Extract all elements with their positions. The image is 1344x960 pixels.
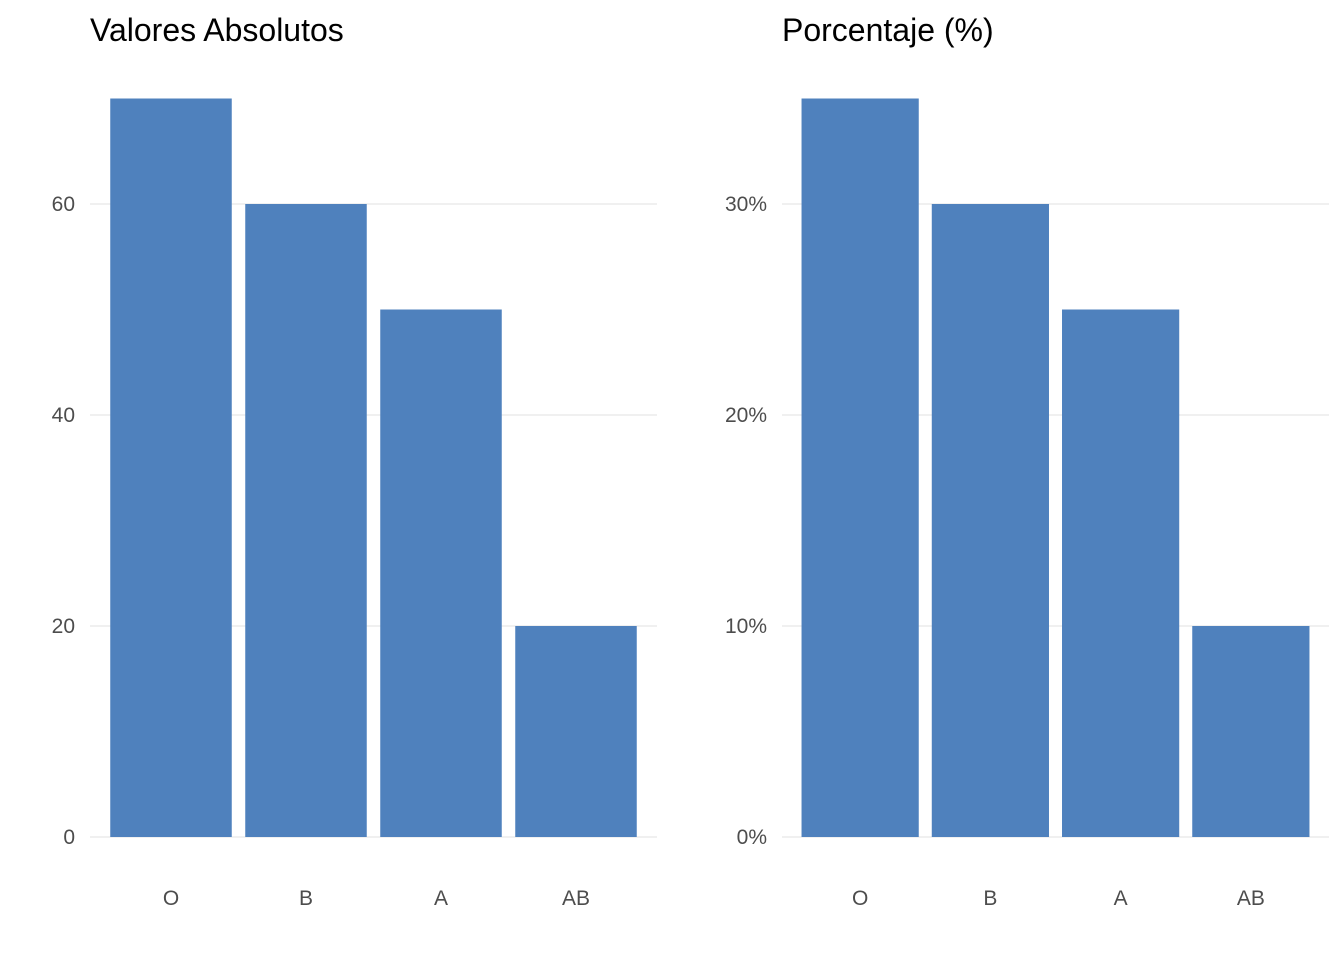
chart-title: Valores Absolutos	[90, 12, 344, 48]
y-tick-label: 20%	[725, 404, 767, 427]
x-tick-label: O	[163, 887, 179, 910]
x-tick-label: B	[983, 887, 997, 910]
y-tick-label: 0	[63, 826, 75, 849]
panel-1: Valores Absolutos 0 20 40 60 O B A AB	[52, 12, 657, 910]
x-tick-label: B	[299, 887, 313, 910]
bar-ab	[515, 626, 637, 837]
y-tick-label: 0%	[737, 826, 767, 849]
x-tick-label: AB	[1237, 887, 1265, 910]
bar-b	[931, 204, 1049, 837]
x-tick-label: AB	[562, 887, 590, 910]
y-tick-label: 30%	[725, 193, 767, 216]
y-tick-label: 10%	[725, 615, 767, 638]
y-tick-label: 40	[52, 404, 75, 427]
x-tick-label: A	[1114, 887, 1128, 910]
bar-a	[1062, 309, 1180, 837]
y-tick-label: 20	[52, 615, 75, 638]
panel-2: Porcentaje (%) 0% 10% 20% 30% O B A AB	[725, 12, 1329, 910]
bar-o	[110, 98, 232, 837]
bar-a	[380, 309, 502, 837]
y-tick-label: 60	[52, 193, 75, 216]
x-tick-label: O	[852, 887, 868, 910]
bar-o	[801, 98, 919, 837]
bar-ab	[1192, 626, 1310, 837]
x-tick-label: A	[434, 887, 448, 910]
chart-title: Porcentaje (%)	[782, 12, 994, 48]
bar-b	[245, 204, 367, 837]
